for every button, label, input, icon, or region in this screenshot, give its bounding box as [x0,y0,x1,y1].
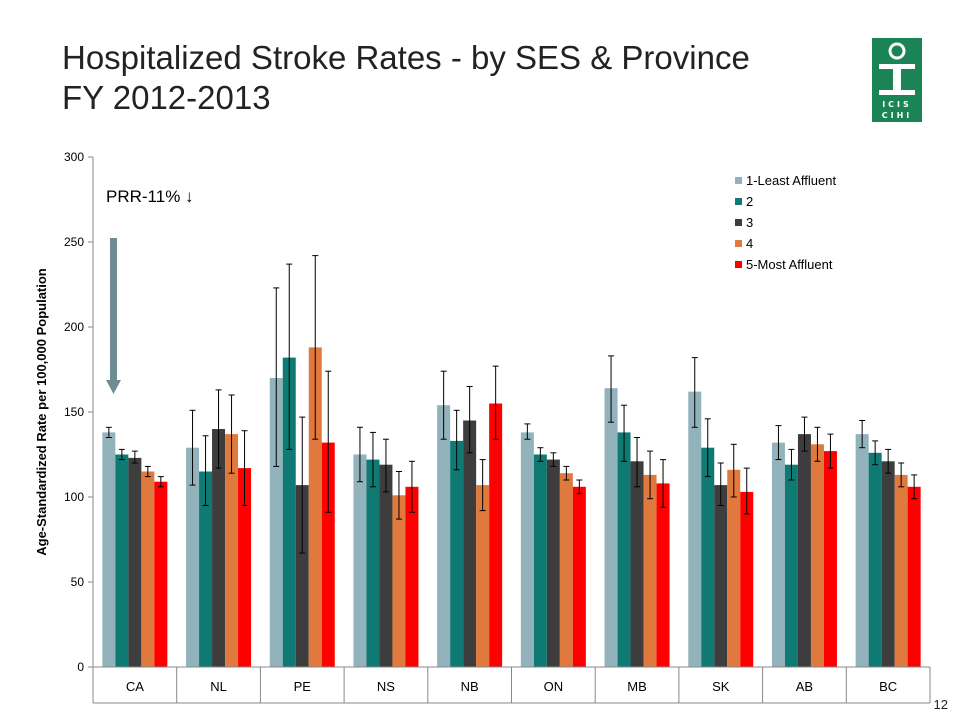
bar [353,454,367,667]
bar [771,442,785,667]
bar [366,459,380,667]
prr-annotation: PRR-11% ↓ [106,187,194,206]
bar [321,442,335,667]
x-tick-label: SK [712,679,730,694]
bar [572,486,586,667]
y-tick-label: 150 [64,405,84,419]
logo-letter-i [879,64,915,95]
x-tick-label: BC [879,679,897,694]
x-axis-layer: CA NL PE NS NB ON MB SK AB BC [92,666,931,704]
bar [212,429,226,667]
bar [128,457,142,667]
bar [784,464,798,667]
legend-label: 4 [746,236,753,251]
bar [269,378,283,667]
y-tick-label: 50 [71,575,85,589]
legend-label: 1-Least Affluent [746,173,836,188]
bar [604,388,618,667]
bar [630,461,644,667]
bar [855,434,869,667]
bar [450,440,464,667]
legend-swatch [735,219,742,226]
bar [154,481,168,667]
bar [437,405,451,667]
bar [308,347,322,667]
bar [881,461,895,667]
bar [533,454,547,667]
x-tick-label: NS [377,679,395,694]
bar [656,483,670,667]
x-tick-label: NL [210,679,227,694]
bar [868,452,882,667]
bar [238,468,252,667]
bar [102,432,116,667]
y-axis-layer: 0 50 100 150 200 250 300 [64,150,94,674]
bar [643,474,657,667]
bar [823,451,837,667]
logo-text-cihi: CIHI [882,111,913,120]
arrow-shaft [110,238,117,380]
legend-label: 2 [746,194,753,209]
icis-cihi-logo-icon: ICIS CIHI [872,38,922,122]
x-tick-label: AB [796,679,813,694]
x-tick-label: CA [126,679,144,694]
bar [907,486,921,667]
y-tick-label: 200 [64,320,84,334]
x-tick-label: PE [294,679,312,694]
y-tick-label: 300 [64,150,84,164]
bar [546,459,560,667]
bar [282,357,296,667]
legend-label: 3 [746,215,753,230]
bar [520,432,534,667]
down-arrow-icon [106,238,121,394]
title-line-2: FY 2012-2013 [62,79,271,116]
bar [714,485,728,667]
legend-label: 5-Most Affluent [746,257,833,272]
bar [810,444,824,667]
bar [489,403,503,667]
arrow-head [106,380,121,394]
error-bars-layer [105,255,918,554]
bar [379,464,393,667]
bar [727,469,741,667]
x-tick-label: MB [627,679,647,694]
y-axis-label: Age-Standardized Rate per 100,000 Popula… [34,268,49,556]
bar [463,420,477,667]
logo-circle [888,42,906,60]
bar [617,432,631,667]
page-number: 12 [933,697,948,712]
bar [115,454,129,667]
page-title: Hospitalized Stroke Rates - by SES & Pro… [62,38,862,118]
bar [797,434,811,667]
bar [392,495,406,667]
bar [559,473,573,667]
y-tick-label: 0 [77,660,84,674]
bar [405,486,419,667]
bar [225,434,239,667]
legend-swatch [735,177,742,184]
bar [688,391,702,667]
bar [740,491,754,667]
legend-swatch [735,261,742,268]
bar [701,447,715,667]
bar [295,485,309,667]
bar [199,471,213,667]
title-line-1: Hospitalized Stroke Rates - by SES & Pro… [62,39,750,76]
logo-text-icis: ICIS [882,100,912,109]
bar [894,474,908,667]
bar [141,471,155,667]
legend-swatch [735,240,742,247]
x-tick-label: ON [544,679,564,694]
y-tick-label: 100 [64,490,84,504]
bars-layer [102,347,921,667]
x-tick-label: NB [461,679,479,694]
legend-swatch [735,198,742,205]
y-tick-label: 250 [64,235,84,249]
bar [186,447,200,667]
bar [476,485,490,667]
legend: 1-Least Affluent 2 3 4 5-Most Affluent [735,173,836,272]
